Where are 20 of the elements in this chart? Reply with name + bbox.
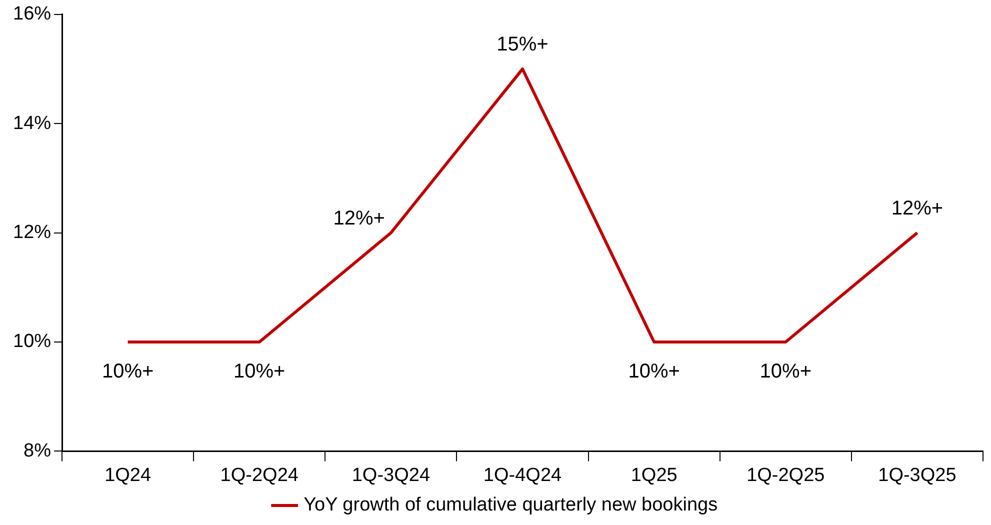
y-tick-label: 16%	[12, 4, 52, 25]
y-tick-label: 12%	[12, 222, 52, 244]
data-label: 10%+	[102, 360, 154, 383]
data-label: 10%+	[628, 360, 680, 383]
x-tick-label: 1Q-2Q24	[220, 464, 299, 486]
x-tick-label: 1Q-3Q24	[352, 464, 430, 486]
x-tick-label: 1Q-3Q25	[878, 464, 956, 486]
y-tick-label: 14%	[12, 112, 52, 134]
legend-label: YoY growth of cumulative quarterly new bookings	[304, 494, 718, 516]
data-label: 12%+	[333, 207, 385, 230]
x-tick-label: 1Q24	[104, 464, 152, 486]
y-tick-label: 10%	[12, 331, 52, 352]
y-tick-label: 8%	[24, 440, 52, 462]
x-tick-label: 1Q-2Q25	[746, 464, 825, 486]
data-label: 15%+	[496, 34, 548, 56]
x-tick-label: 1Q25	[630, 464, 678, 486]
data-label: 12%+	[891, 197, 944, 220]
x-tick-label: 1Q-4Q24	[483, 464, 562, 486]
data-label: 10%+	[234, 360, 286, 383]
data-label: 10%+	[760, 360, 812, 383]
